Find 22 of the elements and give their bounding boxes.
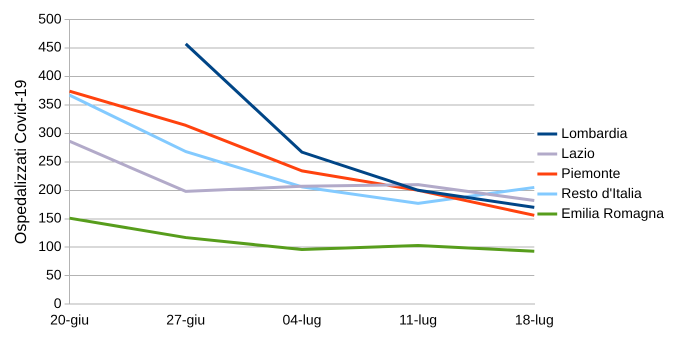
y-tick-label: 450 — [38, 38, 62, 55]
y-axis-title: Ospedalizzati Covid-19 — [13, 79, 30, 244]
y-tick-label: 250 — [38, 152, 62, 169]
x-tick-label: 27-giu — [166, 311, 206, 328]
x-tick-label: 20-giu — [50, 311, 90, 328]
y-tick-label: 0 — [54, 295, 62, 312]
y-tick-label: 300 — [38, 124, 62, 140]
legend-label: Emilia Romagna — [561, 204, 664, 221]
x-tick-label: 11-lug — [399, 311, 438, 328]
y-tick-label: 400 — [38, 67, 62, 84]
y-tick-label: 100 — [38, 238, 62, 254]
legend-label: Lazio — [561, 144, 595, 161]
y-tick-label: 150 — [38, 210, 62, 226]
y-tick-label: 200 — [38, 181, 62, 198]
legend-label: Resto d'Italia — [561, 184, 642, 201]
legend-label: Piemonte — [561, 164, 621, 181]
x-tick-label: 18-lug — [514, 311, 554, 328]
legend-label: Lombardia — [561, 124, 628, 141]
y-tick-label: 350 — [38, 96, 62, 112]
y-tick-label: 500 — [38, 10, 62, 26]
x-tick-label: 04-lug — [282, 311, 322, 328]
y-tick-label: 50 — [46, 266, 62, 283]
